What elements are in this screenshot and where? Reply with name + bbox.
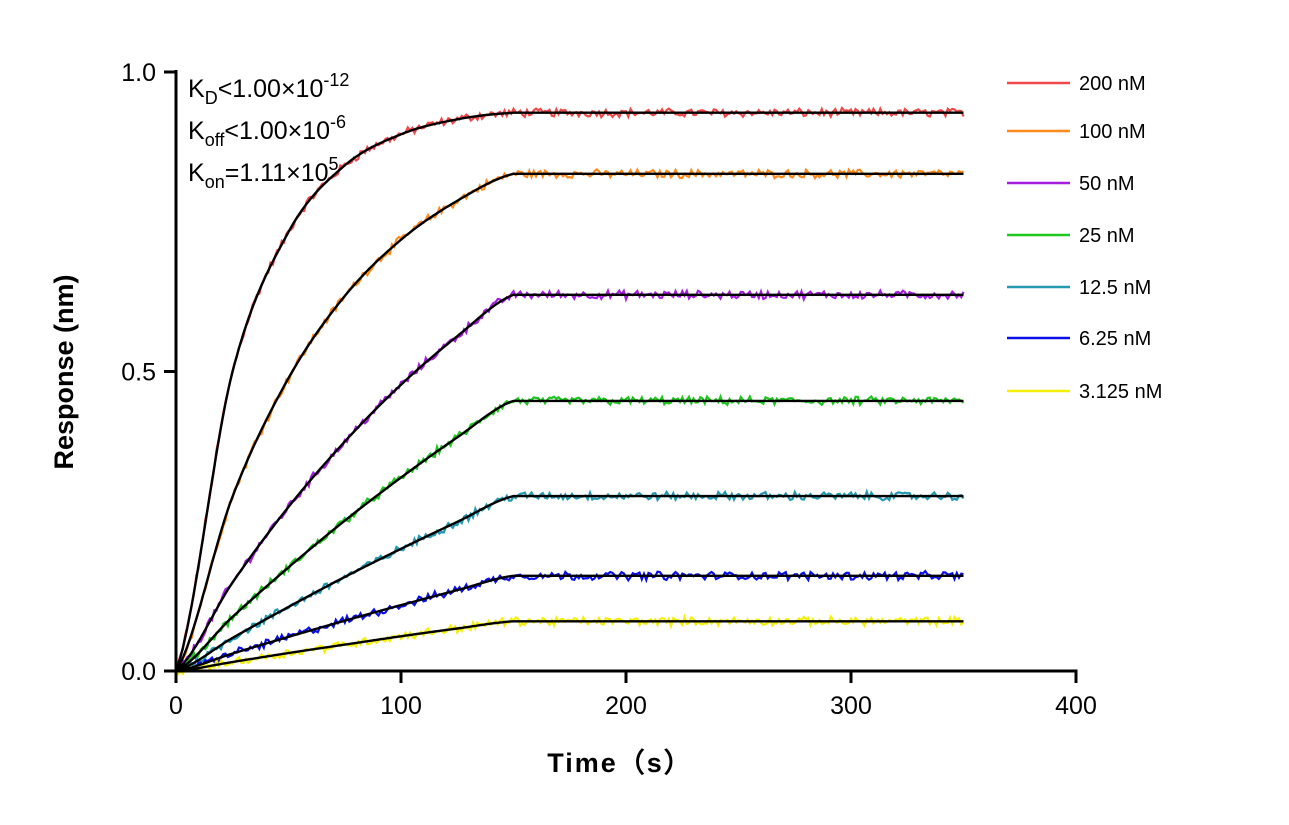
legend-item: 100 nM [1007, 121, 1146, 143]
legend-item: 6.25 nM [1007, 328, 1151, 350]
measured-line-100-nM [175, 167, 964, 673]
x-tick-label: 0 [169, 692, 183, 720]
x-tick-label: 200 [605, 692, 647, 720]
legend-item: 25 nM [1007, 225, 1135, 247]
legend-label: 3.125 nM [1079, 381, 1162, 403]
measured-curves [174, 105, 965, 676]
fit-line-12.5-nM [175, 494, 964, 673]
fit-line-50-nM [175, 293, 964, 672]
x-tick-label: 300 [830, 692, 872, 720]
fit-line-3.125-nM [175, 620, 964, 673]
legend-label: 6.25 nM [1079, 328, 1151, 350]
y-tick-label: 0.0 [121, 658, 156, 686]
measured-line-50-nM [175, 287, 965, 673]
kinetic-constant-off: Koff<1.00×10-6 [188, 112, 346, 150]
y-tick-label: 0.5 [121, 359, 156, 387]
legend-label: 100 nM [1079, 121, 1146, 143]
legend-item: 3.125 nM [1007, 381, 1162, 403]
y-axis-label: Response (nm) [49, 274, 79, 469]
measured-line-12.5-nM [175, 488, 965, 673]
x-axis-label: Time（s） [547, 748, 693, 778]
legend-item: 200 nM [1007, 73, 1146, 95]
x-tick-label: 400 [1055, 692, 1097, 720]
fit-curves [174, 111, 964, 673]
fit-line-25-nM [175, 399, 964, 673]
legend-label: 50 nM [1079, 173, 1135, 195]
fit-line-200-nM [174, 111, 964, 672]
legend-label: 25 nM [1079, 225, 1135, 247]
legend-label: 200 nM [1079, 73, 1146, 95]
kinetic-constant-D: KD<1.00×10-12 [188, 70, 349, 108]
measured-line-25-nM [175, 393, 965, 672]
measured-line-200-nM [174, 105, 965, 672]
legend-item: 12.5 nM [1007, 277, 1151, 299]
legend-label: 12.5 nM [1079, 277, 1151, 299]
measured-line-3.125-nM [175, 613, 965, 676]
legend-item: 50 nM [1007, 173, 1135, 195]
x-tick-label: 100 [380, 692, 422, 720]
axes: 0 100 200 300 400 0.0 0.5 1.0 [121, 59, 1097, 720]
y-tick-label: 1.0 [121, 59, 156, 87]
legend: 200 nM 100 nM 50 nM 25 nM 12.5 nM 6.25 nM 3.12… [1007, 73, 1162, 403]
kinetic-constants: KD<1.00×10-12 Koff<1.00×10-6 Kon=1.11×105 [188, 70, 349, 192]
fit-line-6.25-nM [175, 574, 964, 673]
kinetic-constant-on: Kon=1.11×105 [188, 154, 339, 192]
fit-line-100-nM [174, 172, 964, 672]
